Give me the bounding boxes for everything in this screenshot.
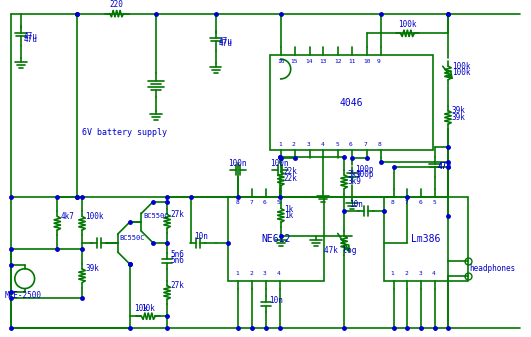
Text: 16: 16 xyxy=(277,59,285,64)
Text: 100k: 100k xyxy=(452,68,470,78)
Text: 47u: 47u xyxy=(24,35,38,44)
Text: 27k: 27k xyxy=(170,210,184,219)
Text: 8: 8 xyxy=(235,200,239,205)
Text: BC550C: BC550C xyxy=(119,235,145,241)
Bar xyxy=(270,55,433,150)
Text: 4046: 4046 xyxy=(340,98,363,108)
Text: 3: 3 xyxy=(263,271,267,276)
Text: 22k: 22k xyxy=(284,167,298,176)
Text: 39k: 39k xyxy=(85,264,99,273)
Text: 47u: 47u xyxy=(219,39,233,48)
Text: 39k: 39k xyxy=(452,106,466,115)
Text: 100p: 100p xyxy=(355,170,373,179)
Text: 4: 4 xyxy=(432,271,436,276)
Text: 5: 5 xyxy=(432,200,436,205)
Text: 2: 2 xyxy=(405,271,408,276)
Text: 7: 7 xyxy=(405,200,408,205)
Bar xyxy=(384,196,468,281)
Text: 8: 8 xyxy=(378,142,381,147)
Text: 100k: 100k xyxy=(398,20,417,29)
Text: 6: 6 xyxy=(349,142,353,147)
Text: 100n: 100n xyxy=(270,159,288,168)
Text: 100n: 100n xyxy=(228,159,247,168)
Text: 13: 13 xyxy=(320,59,327,64)
Text: 10n: 10n xyxy=(269,296,283,305)
Text: 3: 3 xyxy=(418,271,422,276)
Text: 39k: 39k xyxy=(452,113,466,122)
Text: 1k: 1k xyxy=(284,205,293,214)
Text: 7: 7 xyxy=(364,142,367,147)
Text: 100k: 100k xyxy=(452,62,470,70)
Text: 10k: 10k xyxy=(134,304,148,313)
Text: 220: 220 xyxy=(110,0,124,9)
Text: 47u: 47u xyxy=(219,37,233,46)
Text: 4: 4 xyxy=(320,142,324,147)
Text: 47k log: 47k log xyxy=(324,246,357,255)
Text: 27k: 27k xyxy=(170,281,184,290)
Text: 10n: 10n xyxy=(349,200,363,209)
Text: 3: 3 xyxy=(306,142,310,147)
Text: MCE-2500: MCE-2500 xyxy=(5,291,42,300)
Text: 1: 1 xyxy=(235,271,239,276)
Text: 100k: 100k xyxy=(85,212,104,221)
Text: 4: 4 xyxy=(277,271,280,276)
Text: 7: 7 xyxy=(249,200,253,205)
Text: 10: 10 xyxy=(363,59,371,64)
Text: 5n6: 5n6 xyxy=(170,250,184,259)
Text: 47u: 47u xyxy=(438,162,452,172)
Text: 11: 11 xyxy=(348,59,356,64)
Bar xyxy=(228,196,324,281)
Text: 8: 8 xyxy=(391,200,395,205)
Text: 22k: 22k xyxy=(284,174,298,183)
Text: 6: 6 xyxy=(418,200,422,205)
Text: 1: 1 xyxy=(278,142,281,147)
Text: 2: 2 xyxy=(292,142,295,147)
Text: 47u: 47u xyxy=(438,162,452,172)
Text: headphones: headphones xyxy=(470,264,516,273)
Text: 15: 15 xyxy=(290,59,298,64)
Text: 47u: 47u xyxy=(24,32,38,41)
Text: 5: 5 xyxy=(277,200,280,205)
Text: 5: 5 xyxy=(335,142,339,147)
Text: 5n6: 5n6 xyxy=(170,256,184,265)
Text: 4k7: 4k7 xyxy=(61,212,74,221)
Text: NE612: NE612 xyxy=(262,234,291,244)
Text: 10k: 10k xyxy=(141,304,155,313)
Text: 12: 12 xyxy=(334,59,342,64)
Text: 10n: 10n xyxy=(194,232,208,241)
Text: 1k: 1k xyxy=(284,211,293,220)
Text: 9: 9 xyxy=(377,59,381,64)
Text: 14: 14 xyxy=(305,59,313,64)
Text: 100p: 100p xyxy=(355,165,373,174)
Text: 2: 2 xyxy=(249,271,253,276)
Text: 3k9: 3k9 xyxy=(347,177,361,186)
Text: BC550C: BC550C xyxy=(143,213,169,219)
Text: Lm386: Lm386 xyxy=(411,234,440,244)
Text: 1: 1 xyxy=(391,271,395,276)
Text: 3k9: 3k9 xyxy=(347,170,361,179)
Text: 6V battery supply: 6V battery supply xyxy=(82,128,167,137)
Text: 6: 6 xyxy=(263,200,267,205)
